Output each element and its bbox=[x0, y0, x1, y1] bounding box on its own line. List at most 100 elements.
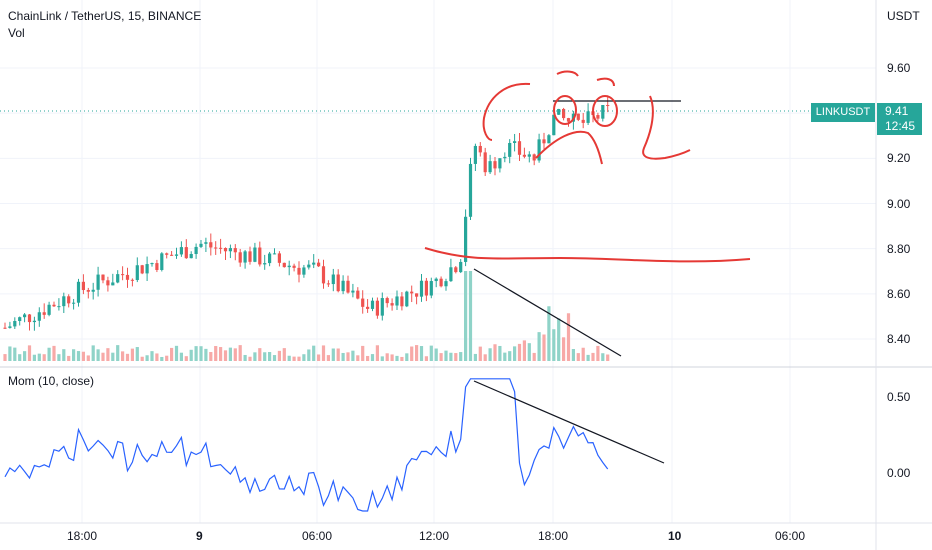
volume-bars bbox=[3, 271, 610, 361]
candle-body bbox=[263, 263, 267, 265]
volume-bar bbox=[32, 354, 36, 361]
candle-body bbox=[91, 289, 95, 292]
time-tick-label: 18:00 bbox=[538, 529, 569, 543]
volume-bar bbox=[81, 351, 85, 361]
candle-body bbox=[199, 243, 203, 247]
drawing-red-support-line[interactable] bbox=[424, 247, 751, 263]
candle-body bbox=[415, 293, 419, 297]
candle-body bbox=[473, 145, 477, 164]
time-tick-label: 9 bbox=[196, 529, 203, 543]
drawing-momentum-trendline[interactable] bbox=[473, 380, 665, 464]
chart-title: ChainLink / TetherUS, 15, BINANCE bbox=[8, 9, 202, 23]
candle-body bbox=[3, 327, 7, 329]
candle-body bbox=[449, 267, 453, 282]
drawing-red-head-left-shoulder[interactable] bbox=[482, 82, 531, 141]
volume-bar bbox=[209, 352, 213, 361]
volume-bar bbox=[503, 352, 507, 361]
candle-body bbox=[189, 254, 193, 259]
time-tick-label: 12:00 bbox=[419, 529, 450, 543]
candle-body bbox=[165, 253, 169, 255]
candle-body bbox=[581, 119, 585, 123]
volume-bar bbox=[47, 347, 51, 361]
volume-bar bbox=[434, 348, 438, 361]
volume-bar bbox=[219, 347, 223, 361]
volume-bar bbox=[91, 345, 95, 361]
volume-bar bbox=[135, 347, 139, 361]
volume-bar bbox=[248, 356, 252, 361]
symbol-price-tag: LINKUSDT bbox=[811, 103, 875, 122]
volume-bar bbox=[116, 345, 120, 361]
candle-body bbox=[67, 296, 71, 304]
drawing-red-arc[interactable] bbox=[535, 130, 603, 165]
user-drawings[interactable] bbox=[424, 70, 751, 464]
drawing-red-head-top[interactable] bbox=[556, 70, 579, 77]
candle-body bbox=[547, 135, 551, 144]
candle-body bbox=[370, 300, 375, 309]
volume-bar bbox=[321, 345, 326, 361]
volume-bar bbox=[454, 353, 458, 361]
volume-bar bbox=[366, 355, 370, 361]
candle-body bbox=[228, 248, 232, 252]
candle-body bbox=[601, 105, 605, 119]
volume-bar bbox=[459, 352, 463, 361]
candle-body bbox=[121, 274, 125, 276]
candle-body bbox=[248, 251, 252, 262]
candle-body bbox=[478, 145, 482, 153]
price-tick-label: 8.80 bbox=[887, 241, 911, 256]
volume-bar bbox=[57, 354, 61, 361]
candle-body bbox=[395, 296, 399, 306]
candle-body bbox=[96, 274, 100, 290]
candle-body bbox=[258, 247, 262, 265]
drawing-red-head-right[interactable] bbox=[596, 77, 615, 87]
drawing-red-circle-left[interactable] bbox=[553, 95, 577, 125]
volume-bar bbox=[601, 353, 605, 361]
volume-bar bbox=[292, 356, 296, 361]
candle-body bbox=[72, 302, 76, 304]
candle-body bbox=[522, 154, 526, 157]
volume-bar bbox=[468, 271, 473, 361]
drawing-red-circle-right[interactable] bbox=[592, 95, 618, 127]
candle-body bbox=[464, 216, 468, 262]
candle-body bbox=[321, 266, 326, 284]
drawing-volume-trendline[interactable] bbox=[473, 268, 622, 357]
candle-body bbox=[375, 300, 379, 316]
candle-body bbox=[312, 262, 316, 265]
volume-bar bbox=[410, 346, 414, 361]
volume-bar bbox=[233, 348, 237, 361]
volume-bar bbox=[429, 345, 433, 361]
candle-body bbox=[380, 298, 384, 316]
volume-bar bbox=[184, 356, 188, 361]
volume-bar bbox=[174, 345, 179, 361]
candle-body bbox=[219, 247, 223, 249]
drawing-red-right-shoulder[interactable] bbox=[642, 95, 691, 160]
candle-body bbox=[116, 274, 120, 283]
volume-bar bbox=[385, 353, 389, 361]
candle-body bbox=[268, 253, 272, 264]
candle-body bbox=[42, 312, 46, 315]
price-tick-label: 9.20 bbox=[887, 151, 911, 166]
volume-bar bbox=[483, 354, 487, 361]
candle-body bbox=[111, 282, 115, 286]
volume-bar bbox=[42, 354, 46, 361]
volume-bar bbox=[86, 355, 90, 361]
volume-bar bbox=[62, 349, 66, 361]
candle-body bbox=[351, 290, 355, 293]
candle-body bbox=[170, 254, 174, 256]
volume-bar bbox=[214, 346, 218, 361]
candle-body bbox=[57, 306, 61, 308]
volume-bar bbox=[419, 346, 424, 361]
volume-bar bbox=[199, 346, 203, 361]
volume-bar bbox=[380, 356, 384, 361]
candle-body bbox=[47, 304, 51, 315]
volume-bar bbox=[513, 346, 517, 361]
currency-label: USDT bbox=[887, 9, 920, 23]
bar-countdown: 12:45 bbox=[885, 119, 916, 133]
volume-bar bbox=[542, 334, 546, 361]
volume-bar bbox=[228, 347, 232, 361]
candle-body bbox=[223, 248, 228, 252]
candle-body bbox=[405, 291, 409, 307]
candle-body bbox=[527, 154, 531, 157]
candle-body bbox=[361, 298, 365, 307]
candle-body bbox=[302, 267, 306, 275]
